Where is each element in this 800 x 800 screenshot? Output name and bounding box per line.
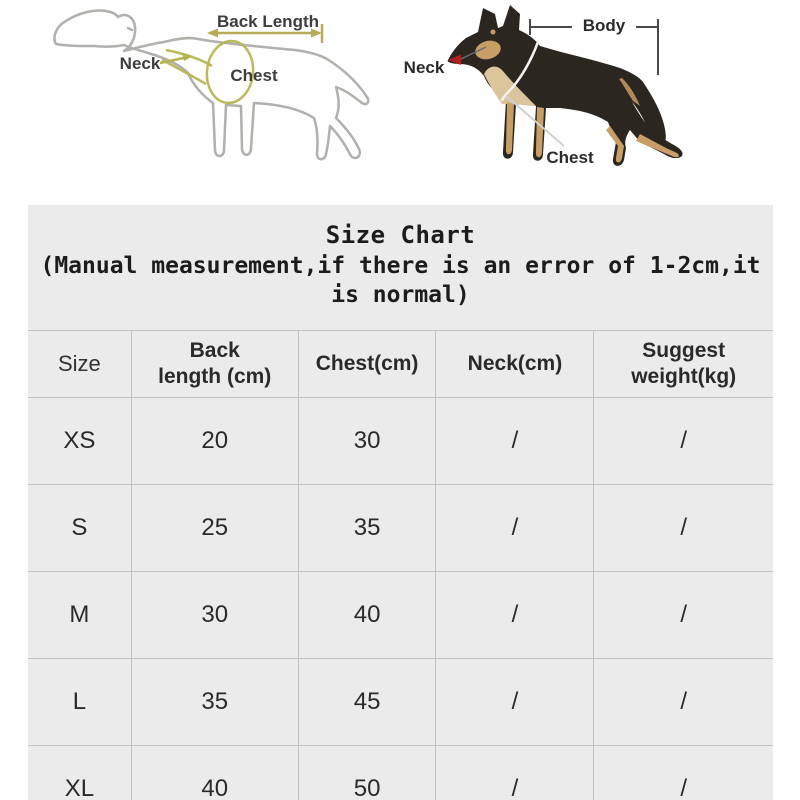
line-dog-neck-label: Neck xyxy=(119,54,161,73)
neck-pointer-arrowhead xyxy=(182,53,193,61)
cell-l-back-length: 35 xyxy=(130,658,298,745)
measurement-diagrams-section: Back Length Neck Chest Body Neck Chest xyxy=(0,0,800,205)
line-dog-illustration xyxy=(53,9,370,161)
cell-m-chest: 40 xyxy=(297,571,436,658)
body-label: Body xyxy=(572,17,636,35)
cell-xl-weight: / xyxy=(593,745,773,800)
shepherd-photo-illustration xyxy=(447,5,683,166)
neck-pointer-line xyxy=(159,56,187,65)
cell-xl-size: XL xyxy=(28,745,131,800)
dog-eye xyxy=(126,26,134,32)
size-chart-title: Size Chart xyxy=(325,221,476,249)
column-header-weight-label: Suggest weight(kg) xyxy=(631,339,737,388)
line-dog-chest-label: Chest xyxy=(230,66,278,85)
shepherd-chest-patch xyxy=(484,66,536,106)
neck-arrow-icon xyxy=(448,54,461,65)
cell-m-back-length: 30 xyxy=(130,571,298,658)
cell-s-chest: 35 xyxy=(297,484,436,571)
photo-dog-chest-label: Chest xyxy=(546,148,594,167)
cell-xl-neck: / xyxy=(435,745,594,800)
shepherd-rear-leg-tan xyxy=(606,126,679,163)
photo-dog-neck-label: Neck xyxy=(403,58,445,77)
column-header-back-length-label: Back length (cm) xyxy=(158,339,272,388)
column-header-chest: Chest(cm) xyxy=(297,330,436,397)
column-header-back-length: Back length (cm) xyxy=(130,330,298,397)
cell-l-weight: / xyxy=(593,658,773,745)
column-header-neck: Neck(cm) xyxy=(435,330,594,397)
cell-l-chest: 45 xyxy=(297,658,436,745)
shepherd-body xyxy=(447,5,683,166)
cell-m-size: M xyxy=(28,571,131,658)
column-header-chest-label: Chest(cm) xyxy=(315,352,419,375)
cell-s-weight: / xyxy=(593,484,773,571)
cell-s-size: S xyxy=(28,484,131,571)
column-header-weight: Suggest weight(kg) xyxy=(593,330,773,397)
dog-outline xyxy=(53,9,370,161)
cell-s-back-length: 25 xyxy=(130,484,298,571)
cell-m-weight: / xyxy=(593,571,773,658)
column-header-size-label: Size xyxy=(58,351,101,376)
shepherd-eyebrow-dot xyxy=(490,29,496,35)
harness-strap xyxy=(500,40,540,102)
neck-arrow-line xyxy=(460,46,487,60)
size-chart-subtitle: (Manual measurement,if there is an error… xyxy=(40,253,761,308)
size-chart-panel: Size Chart (Manual measurement,if there … xyxy=(28,205,773,800)
size-table: Size Back length (cm) Chest(cm) Neck(cm)… xyxy=(28,330,773,800)
cell-l-size: L xyxy=(28,658,131,745)
cell-xl-chest: 50 xyxy=(297,745,436,800)
chest-girth-ellipse xyxy=(205,39,255,105)
cell-s-neck: / xyxy=(435,484,594,571)
cell-xs-back-length: 20 xyxy=(130,397,298,484)
cell-m-neck: / xyxy=(435,571,594,658)
chest-pointer-line xyxy=(505,95,565,147)
column-header-neck-label: Neck(cm) xyxy=(467,352,563,375)
back-length-label: Back Length xyxy=(216,12,320,31)
shepherd-front-leg-tan xyxy=(505,102,544,158)
cell-l-neck: / xyxy=(435,658,594,745)
cell-xs-neck: / xyxy=(435,397,594,484)
cell-xl-back-length: 40 xyxy=(130,745,298,800)
shepherd-cheek-patch xyxy=(475,40,501,60)
shepherd-rump-tan xyxy=(619,78,640,106)
size-chart-header: Size Chart (Manual measurement,if there … xyxy=(28,205,773,330)
column-header-size: Size xyxy=(28,330,131,397)
cell-xs-chest: 30 xyxy=(297,397,436,484)
cell-xs-weight: / xyxy=(593,397,773,484)
back-length-arrow xyxy=(207,24,324,43)
cell-xs-size: XS xyxy=(28,397,131,484)
